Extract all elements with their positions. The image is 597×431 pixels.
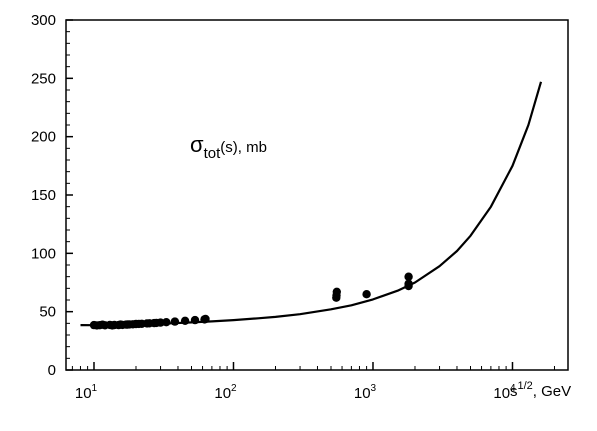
- x-axis-label: s1/2, GeV: [510, 380, 571, 400]
- x-axis-label-base: s: [510, 383, 518, 400]
- x-tick-exponent: 4: [510, 383, 516, 394]
- x-axis-label-suffix: , GeV: [533, 383, 571, 400]
- x-tick-base: 10: [354, 385, 371, 402]
- y-tick-label: 300: [31, 12, 56, 29]
- x-tick-label: 103: [354, 383, 377, 402]
- x-tick-label: 102: [214, 383, 237, 402]
- y-tick-label: 0: [48, 362, 56, 379]
- sigma-suffix: (s), mb: [220, 139, 267, 156]
- fit-curve: [80, 81, 543, 327]
- data-points-layer: [89, 272, 413, 330]
- plot-area-frame: [65, 19, 569, 371]
- x-tick-base: 10: [493, 385, 510, 402]
- x-tick-exponent: 2: [231, 383, 237, 394]
- sigma-symbol: σ: [190, 132, 204, 157]
- data-point: [170, 317, 180, 326]
- x-tick-exponent: 1: [92, 383, 98, 394]
- data-point: [180, 316, 190, 325]
- y-tick-label: 100: [31, 245, 56, 262]
- y-tick-label: 250: [31, 70, 56, 87]
- y-tick-label: 50: [39, 304, 56, 321]
- data-point: [404, 279, 413, 288]
- data-point: [201, 314, 210, 324]
- y-axis: 0 50 100 150 200 250 300: [31, 12, 73, 379]
- sigma-subscript: tot: [204, 145, 222, 162]
- sigma-annotation: σtot(s), mb: [190, 132, 267, 162]
- y-tick-label: 150: [31, 187, 56, 204]
- data-point: [190, 315, 200, 325]
- x-tick-exponent: 3: [371, 383, 377, 394]
- x-tick-base: 10: [75, 385, 92, 402]
- x-tick-label: 104: [493, 383, 516, 402]
- data-point: [404, 272, 413, 281]
- data-point: [362, 290, 371, 299]
- data-point: [162, 318, 171, 327]
- y-tick-label: 200: [31, 129, 56, 146]
- fit-curve-layer: [80, 81, 543, 327]
- x-axis: 101 102 103 104: [71, 362, 555, 402]
- x-tick-label: 101: [75, 383, 98, 402]
- data-point: [332, 287, 341, 296]
- x-tick-base: 10: [214, 385, 231, 402]
- x-axis-label-exponent: 1/2: [518, 380, 533, 392]
